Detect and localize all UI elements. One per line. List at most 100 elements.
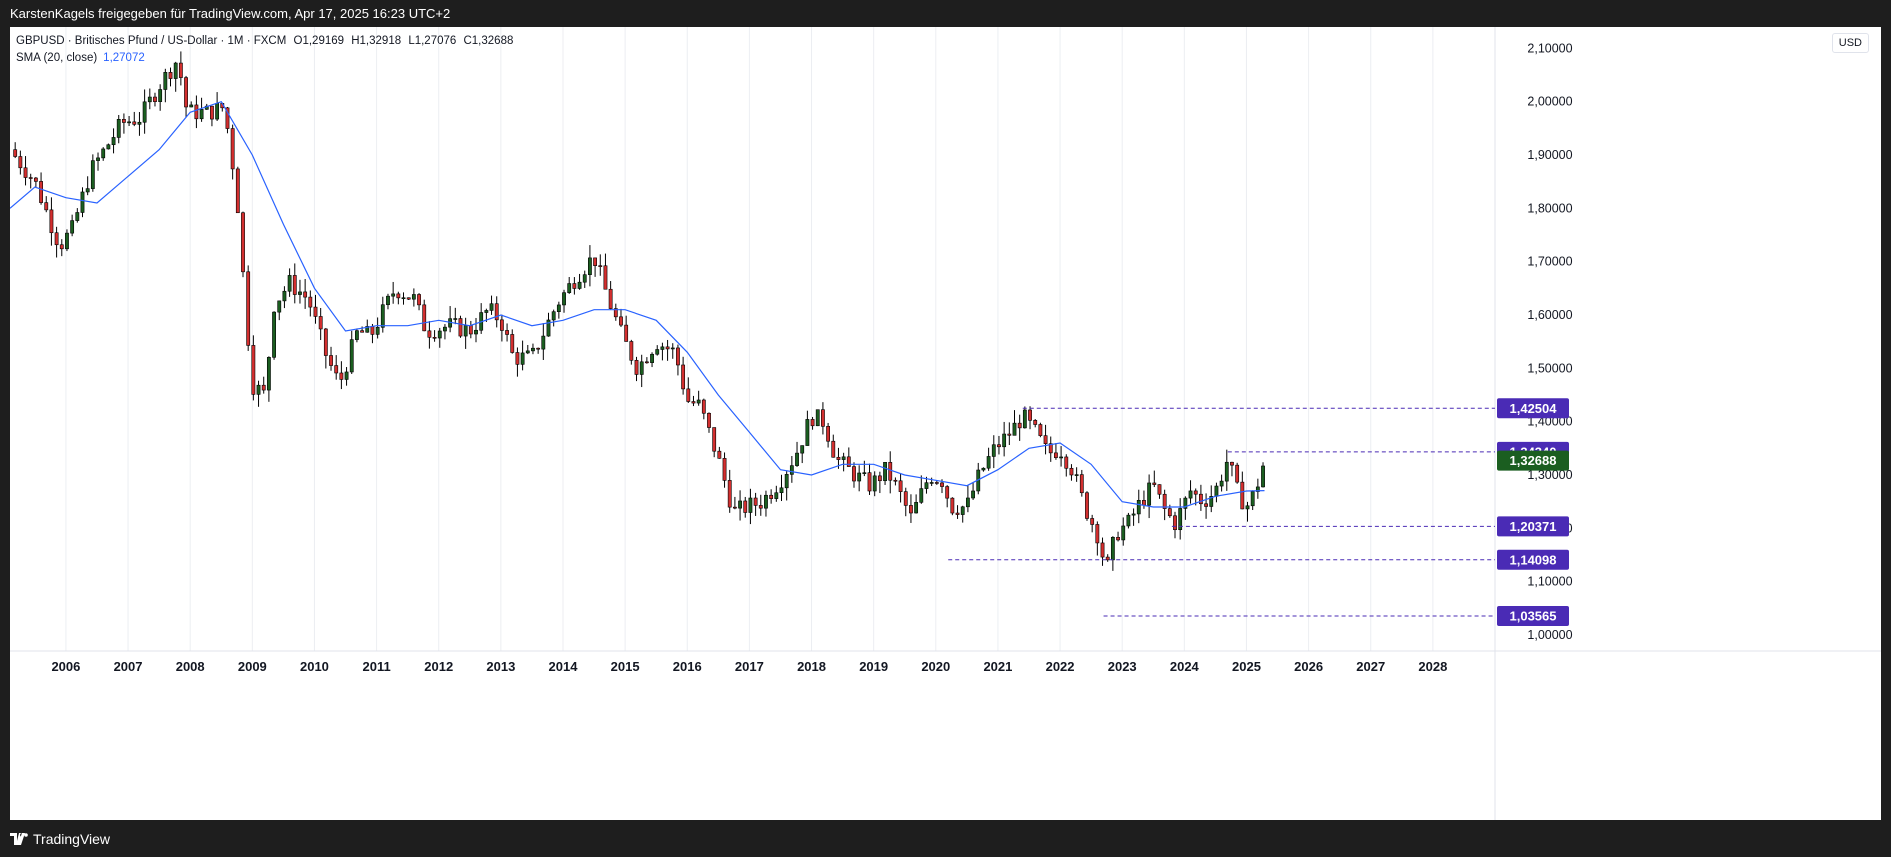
candle-up bbox=[562, 292, 566, 306]
candle-up bbox=[443, 326, 447, 332]
candle-down bbox=[1235, 464, 1240, 483]
candle-up bbox=[266, 357, 271, 391]
candle-down bbox=[39, 181, 43, 203]
candle-up bbox=[738, 500, 742, 509]
candle-down bbox=[836, 456, 841, 460]
candle-down bbox=[888, 462, 893, 481]
currency-button[interactable]: USD bbox=[1831, 33, 1869, 53]
year-tick-label: 2015 bbox=[611, 659, 640, 674]
candle-down bbox=[676, 347, 680, 366]
candle-down bbox=[54, 232, 59, 246]
candle-up bbox=[815, 409, 820, 427]
candle-down bbox=[153, 96, 157, 102]
candle-up bbox=[142, 101, 147, 123]
year-tick-label: 2025 bbox=[1232, 659, 1261, 674]
sma-value: 1,27072 bbox=[103, 52, 145, 64]
candle-up bbox=[1188, 490, 1193, 499]
candle-down bbox=[997, 444, 1001, 448]
year-tick-label: 2014 bbox=[549, 659, 579, 674]
candle-down bbox=[210, 105, 214, 120]
candle-up bbox=[287, 275, 292, 292]
candle-up bbox=[1219, 480, 1224, 487]
candle-down bbox=[536, 347, 541, 350]
candle-down bbox=[499, 319, 504, 331]
candle-down bbox=[323, 328, 328, 356]
candle-down bbox=[28, 177, 33, 179]
candle-down bbox=[122, 119, 126, 123]
candle-down bbox=[686, 388, 691, 402]
sma-legend-row[interactable]: SMA (20, close) 1,27072 bbox=[16, 50, 513, 67]
candle-up bbox=[386, 295, 390, 306]
symbol-legend-row: GBPUSD · Britisches Pfund / US-Dollar · … bbox=[16, 33, 513, 50]
candle-up bbox=[795, 452, 799, 466]
price-tick-label: 1,80000 bbox=[1527, 201, 1572, 215]
candle-up bbox=[577, 281, 582, 289]
level-price-label: 1,14098 bbox=[1510, 552, 1557, 567]
tradingview-logo[interactable]: TradingView bbox=[10, 831, 110, 847]
candle-down bbox=[950, 497, 955, 514]
candle-up bbox=[764, 494, 768, 509]
candle-down bbox=[1064, 456, 1069, 469]
year-tick-label: 2023 bbox=[1108, 659, 1137, 674]
year-tick-label: 2019 bbox=[859, 659, 888, 674]
candle-down bbox=[1054, 452, 1058, 458]
candle-down bbox=[1085, 492, 1089, 519]
candle-up bbox=[655, 349, 660, 355]
candle-down bbox=[505, 330, 509, 335]
candle-up bbox=[660, 346, 665, 350]
year-tick-label: 2017 bbox=[735, 659, 764, 674]
candle-down bbox=[225, 107, 230, 129]
candle-up bbox=[789, 465, 794, 475]
candle-up bbox=[696, 399, 701, 404]
candle-up bbox=[137, 121, 142, 125]
candle-down bbox=[292, 275, 297, 295]
candle-down bbox=[732, 506, 737, 509]
price-tick-label: 1,90000 bbox=[1527, 148, 1572, 162]
candle-down bbox=[132, 121, 137, 125]
candle-up bbox=[981, 467, 986, 471]
candle-up bbox=[965, 497, 970, 508]
candle-down bbox=[852, 466, 856, 482]
candle-down bbox=[743, 500, 748, 513]
candle-down bbox=[1204, 503, 1208, 507]
candle-up bbox=[1059, 456, 1064, 459]
candle-down bbox=[178, 62, 183, 78]
symbol-title[interactable]: GBPUSD · Britisches Pfund / US-Dollar · … bbox=[16, 35, 287, 47]
candle-down bbox=[261, 384, 266, 391]
candle-down bbox=[707, 412, 711, 428]
candle-down bbox=[360, 330, 364, 333]
candle-down bbox=[329, 355, 333, 366]
candle-down bbox=[313, 306, 318, 317]
year-tick-label: 2016 bbox=[673, 659, 702, 674]
candle-up bbox=[960, 506, 965, 515]
candle-down bbox=[458, 318, 463, 337]
chart-frame[interactable]: 2,10000 2,00000 1,90000 1,80000 1,70000 1,600… bbox=[10, 27, 1881, 820]
candle-down bbox=[821, 409, 825, 427]
year-tick-label: 2011 bbox=[362, 659, 390, 674]
candle-down bbox=[810, 419, 815, 427]
candle-up bbox=[520, 352, 525, 365]
candle-up bbox=[567, 283, 572, 293]
price-chart[interactable]: 2,10000 2,00000 1,90000 1,80000 1,70000 1,600… bbox=[10, 27, 1881, 820]
candle-down bbox=[510, 334, 515, 353]
candle-down bbox=[1162, 493, 1167, 509]
candle-down bbox=[59, 244, 64, 250]
candle-up bbox=[1126, 514, 1131, 527]
candle-down bbox=[370, 326, 375, 335]
candle-down bbox=[396, 293, 401, 299]
candle-up bbox=[784, 474, 789, 489]
candle-down bbox=[194, 104, 199, 120]
candle-down bbox=[945, 486, 950, 499]
last-price-label: 1,32688 bbox=[1510, 453, 1557, 468]
candle-up bbox=[862, 472, 867, 474]
level-price-tag bbox=[1497, 605, 1569, 626]
candle-up bbox=[541, 335, 546, 350]
candle-down bbox=[1007, 433, 1012, 436]
candle-up bbox=[986, 456, 991, 469]
year-tick-label: 2008 bbox=[176, 659, 205, 674]
candle-up bbox=[971, 490, 975, 499]
candle-up bbox=[929, 482, 934, 484]
candle-up bbox=[272, 311, 276, 358]
candle-down bbox=[701, 399, 706, 414]
candle-up bbox=[85, 188, 90, 193]
